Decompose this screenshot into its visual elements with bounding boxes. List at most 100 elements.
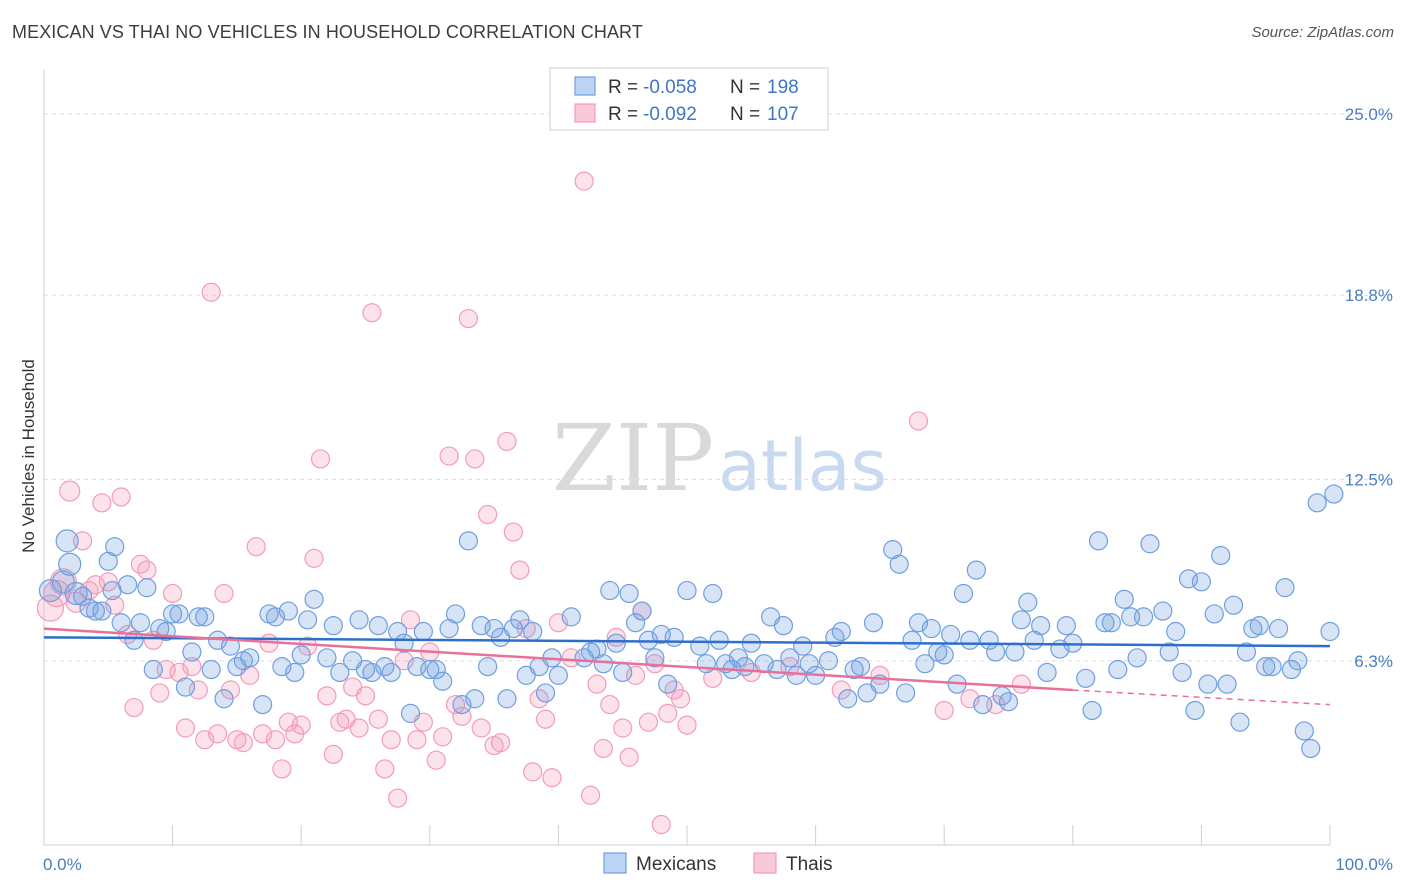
y-tick-label: 12.5%: [1345, 470, 1393, 489]
mexican-point: [1217, 674, 1237, 694]
mexican-trend-line: [43, 636, 1331, 648]
thai-point: [651, 814, 671, 835]
thai-point: [658, 703, 678, 723]
mexican-point: [1211, 545, 1231, 566]
mexican-point: [1031, 616, 1051, 636]
mexican-point: [182, 642, 202, 662]
mexican-point: [799, 654, 819, 674]
mexican-point: [317, 648, 337, 668]
mexican-point: [1198, 674, 1218, 694]
mexican-point: [169, 604, 189, 624]
thai-point: [613, 718, 633, 738]
thai-point: [934, 700, 954, 721]
mexican-point: [1133, 607, 1154, 627]
mexican-point: [548, 665, 569, 685]
thai-point: [317, 686, 337, 706]
mexican-point: [92, 601, 112, 621]
legend-n-label-2: N =: [730, 104, 760, 125]
page-title: MEXICAN VS THAI NO VEHICLES IN HOUSEHOLD…: [12, 22, 643, 42]
mexican-point: [381, 662, 401, 683]
thai-point: [908, 411, 929, 431]
mexican-point: [1320, 621, 1340, 642]
mexican-point: [55, 529, 79, 553]
mexican-point: [658, 674, 678, 694]
mexican-point: [478, 657, 498, 677]
mexican-point: [703, 583, 723, 604]
mexican-point: [973, 695, 993, 715]
thai-point: [407, 730, 427, 750]
mexican-point: [1249, 616, 1269, 636]
mexican-point: [896, 683, 916, 703]
mexican-point: [111, 613, 131, 633]
thai-point: [677, 715, 697, 735]
thai-point: [36, 594, 65, 622]
thai-point: [400, 610, 421, 630]
thai-point: [272, 759, 292, 779]
watermark-zip: ZIP: [552, 405, 714, 512]
mexican-point: [1262, 657, 1282, 677]
thai-point: [1011, 674, 1031, 694]
mexican-point: [38, 578, 63, 603]
y-axis-title: No Vehicles in Household: [19, 359, 38, 553]
mexican-point: [426, 659, 446, 680]
mexican-point: [780, 648, 800, 668]
mexican-point: [124, 630, 144, 650]
mexican-point: [863, 613, 884, 633]
mexican-point: [1114, 589, 1134, 609]
mexican-point: [1159, 642, 1179, 662]
thai-point: [381, 730, 401, 750]
mexican-point: [163, 604, 183, 624]
thai-point: [323, 744, 343, 764]
legend-swatch-mexicans: [574, 76, 596, 96]
thai-point: [349, 718, 369, 738]
mexican-point: [986, 642, 1006, 662]
mexican-point: [851, 657, 871, 677]
mexican-point: [773, 616, 794, 636]
mexican-point: [966, 560, 986, 580]
mexican-point: [278, 601, 298, 621]
source-label: Source: ZipAtlas.com: [1251, 24, 1394, 41]
mexican-point: [1301, 738, 1321, 759]
mexican-point: [1288, 651, 1308, 671]
y-tick-labels: 6.3% 12.5% 18.8% 25.0%: [1345, 105, 1393, 671]
mexican-point: [1294, 721, 1314, 741]
mexican-point: [201, 659, 221, 680]
mexican-point: [1153, 601, 1173, 621]
thai-point: [523, 762, 543, 782]
thai-point: [175, 718, 196, 738]
bottom-legend-swatch-thais: [753, 852, 777, 874]
thai-point: [638, 712, 659, 732]
mexican-point: [613, 662, 633, 683]
mexican-point: [137, 578, 157, 598]
legend-n-value-2: 107: [767, 104, 799, 125]
mexican-point: [433, 671, 453, 691]
mexican-point: [1191, 572, 1212, 592]
bottom-legend-thais: Thais: [786, 854, 832, 875]
mexican-point: [561, 607, 581, 627]
mexican-point: [1230, 712, 1250, 732]
mexican-point: [960, 630, 980, 650]
mexican-point: [696, 654, 716, 674]
thai-point: [670, 689, 691, 709]
thai-point: [388, 788, 408, 808]
mexican-point: [51, 570, 75, 594]
x-tick-label: 100.0%: [1335, 855, 1393, 874]
y-tick-label: 25.0%: [1345, 105, 1393, 124]
mexican-point: [677, 580, 697, 601]
mexican-point: [105, 537, 125, 557]
thai-point: [265, 730, 286, 750]
mexican-point: [214, 689, 234, 709]
thai-point: [542, 768, 562, 788]
mexican-point: [85, 601, 106, 621]
thai-point: [497, 431, 517, 452]
thai-point: [503, 522, 523, 542]
thai-point: [619, 747, 639, 767]
mexican-point: [1037, 662, 1057, 683]
mexican-point: [58, 552, 82, 576]
thai-point: [310, 449, 331, 469]
thai-point: [375, 759, 395, 779]
thai-point: [233, 733, 253, 753]
mexican-point: [664, 627, 684, 647]
mexican-point: [600, 580, 620, 601]
thai-point: [593, 738, 614, 759]
